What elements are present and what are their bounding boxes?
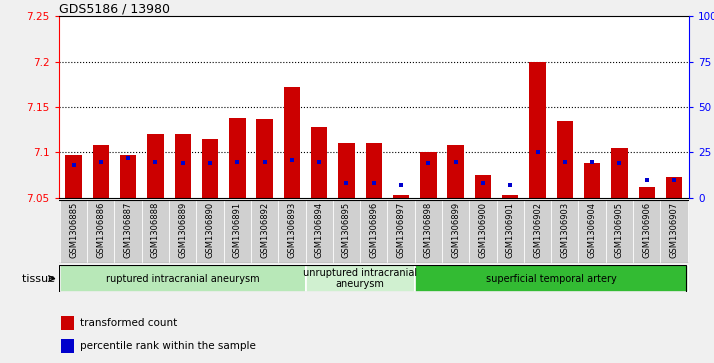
Bar [666, 177, 682, 198]
Bar [229, 118, 246, 198]
Text: GSM1306896: GSM1306896 [369, 201, 378, 258]
Text: GSM1306898: GSM1306898 [424, 201, 433, 258]
Bar [360, 200, 388, 263]
Bar [174, 134, 191, 198]
Text: ruptured intracranial aneurysm: ruptured intracranial aneurysm [106, 274, 260, 284]
Text: GSM1306897: GSM1306897 [396, 201, 406, 258]
Text: GSM1306903: GSM1306903 [560, 201, 569, 258]
Text: GSM1306894: GSM1306894 [315, 201, 323, 258]
Text: GSM1306907: GSM1306907 [670, 201, 678, 258]
Text: GSM1306895: GSM1306895 [342, 201, 351, 258]
Text: GSM1306886: GSM1306886 [96, 201, 106, 258]
Text: GSM1306885: GSM1306885 [69, 201, 78, 258]
Text: GSM1306888: GSM1306888 [151, 201, 160, 258]
Bar [147, 134, 164, 198]
Bar [393, 195, 409, 198]
Bar [60, 265, 306, 292]
Bar [311, 127, 328, 198]
Bar [66, 155, 81, 198]
Bar [388, 200, 415, 263]
Bar [524, 200, 551, 263]
Bar [475, 175, 491, 198]
Bar [502, 195, 518, 198]
Bar [202, 139, 218, 198]
Bar [306, 265, 415, 292]
Bar [497, 200, 524, 263]
Text: GSM1306901: GSM1306901 [506, 201, 515, 258]
Text: tissue: tissue [22, 274, 59, 284]
Bar [93, 145, 109, 198]
Text: GSM1306893: GSM1306893 [288, 201, 296, 258]
Bar [660, 200, 688, 263]
Bar [584, 163, 600, 198]
Bar [196, 200, 223, 263]
Bar [333, 200, 360, 263]
Bar [442, 200, 469, 263]
Text: GSM1306905: GSM1306905 [615, 201, 624, 258]
Text: GSM1306902: GSM1306902 [533, 201, 542, 258]
Text: GSM1306899: GSM1306899 [451, 201, 460, 258]
Bar [415, 200, 442, 263]
Bar [251, 200, 278, 263]
Bar [448, 145, 464, 198]
Bar [60, 200, 87, 263]
Text: transformed count: transformed count [80, 318, 177, 328]
Bar [605, 200, 633, 263]
Text: GSM1306900: GSM1306900 [478, 201, 488, 258]
Bar [61, 316, 74, 330]
Bar [557, 121, 573, 198]
Bar [469, 200, 497, 263]
Bar [120, 155, 136, 198]
Text: GSM1306889: GSM1306889 [178, 201, 187, 258]
Bar [114, 200, 142, 263]
Bar [415, 265, 688, 292]
Text: unruptured intracranial
aneurysm: unruptured intracranial aneurysm [303, 268, 417, 289]
Text: GSM1306904: GSM1306904 [588, 201, 597, 258]
Bar [420, 152, 436, 198]
Text: superficial temporal artery: superficial temporal artery [486, 274, 617, 284]
Bar [87, 200, 114, 263]
Text: GSM1306891: GSM1306891 [233, 201, 242, 258]
Text: GDS5186 / 13980: GDS5186 / 13980 [59, 2, 169, 15]
Bar [611, 148, 628, 198]
Bar [283, 87, 300, 198]
Text: GSM1306887: GSM1306887 [124, 201, 133, 258]
Text: GSM1306906: GSM1306906 [642, 201, 651, 258]
Bar [338, 143, 355, 198]
Bar [142, 200, 169, 263]
Bar [551, 200, 578, 263]
Text: GSM1306892: GSM1306892 [260, 201, 269, 258]
Bar [529, 62, 545, 198]
Bar [633, 200, 660, 263]
Bar [306, 200, 333, 263]
Bar [256, 119, 273, 198]
Bar [366, 143, 382, 198]
Text: percentile rank within the sample: percentile rank within the sample [80, 341, 256, 351]
Bar [169, 200, 196, 263]
Bar [61, 339, 74, 354]
Bar [278, 200, 306, 263]
Bar [578, 200, 605, 263]
Bar [638, 187, 655, 198]
Text: GSM1306890: GSM1306890 [206, 201, 214, 258]
Bar [223, 200, 251, 263]
